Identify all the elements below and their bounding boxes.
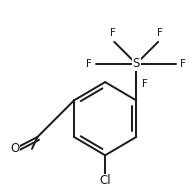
Text: S: S [132, 57, 140, 70]
Text: F: F [157, 28, 163, 38]
Text: O: O [10, 142, 19, 155]
Text: Cl: Cl [99, 174, 111, 188]
Text: F: F [180, 59, 186, 69]
Text: F: F [109, 28, 115, 38]
Text: F: F [142, 79, 148, 89]
Text: F: F [86, 59, 92, 69]
